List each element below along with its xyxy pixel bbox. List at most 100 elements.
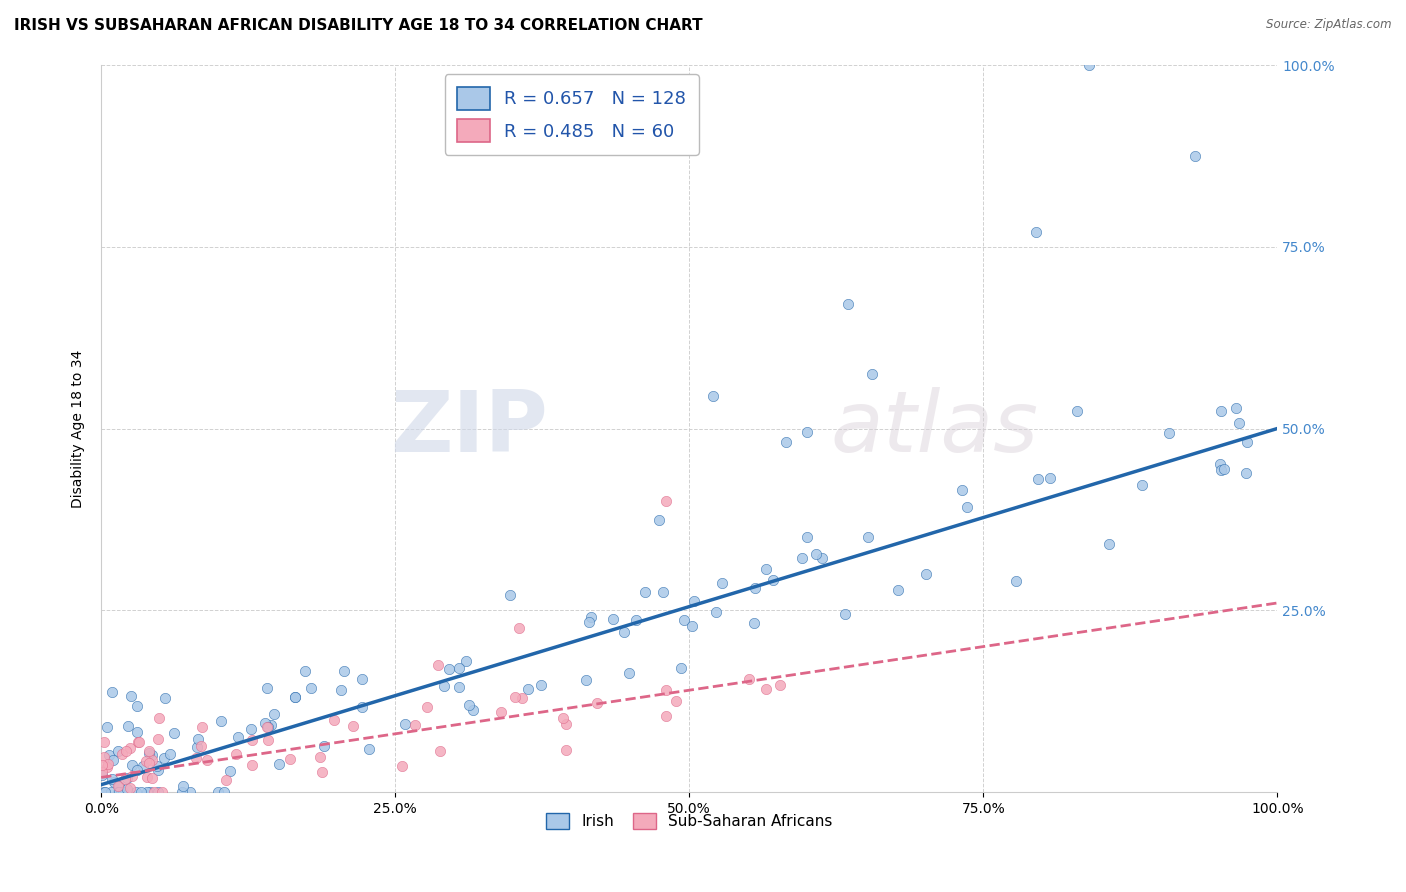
Point [704,605,727,619]
Point [427,658,450,673]
Point [669,661,692,675]
Point [602,612,624,626]
Point [125,785,148,799]
Point [1098,537,1121,551]
Point [762,573,785,587]
Point [163,726,186,740]
Point [769,678,792,692]
Point [136,785,159,799]
Point [796,425,818,439]
Text: IRISH VS SUBSAHARAN AFRICAN DISABILITY AGE 18 TO 34 CORRELATION CHART: IRISH VS SUBSAHARAN AFRICAN DISABILITY A… [14,18,703,33]
Point [96,760,118,774]
Y-axis label: Disability Age 18 to 34: Disability Age 18 to 34 [72,350,86,508]
Point [170,785,193,799]
Point [256,720,278,734]
Point [796,530,818,544]
Point [449,681,471,695]
Point [575,673,598,687]
Point [323,713,346,727]
Point [651,585,673,599]
Point [138,744,160,758]
Point [655,683,678,698]
Point [93,785,115,799]
Point [127,734,149,748]
Point [107,744,129,758]
Point [1209,463,1232,477]
Point [1039,471,1062,485]
Point [93,734,115,748]
Point [1229,417,1251,431]
Point [299,681,322,695]
Point [146,785,169,799]
Point [1066,404,1088,418]
Point [856,530,879,544]
Point [461,703,484,717]
Point [1025,225,1047,239]
Point [624,613,647,627]
Point [1130,477,1153,491]
Point [96,720,118,734]
Point [153,751,176,765]
Point [117,719,139,733]
Point [357,741,380,756]
Point [284,690,307,705]
Point [141,753,163,767]
Point [887,582,910,597]
Point [259,718,281,732]
Point [108,780,131,794]
Point [240,723,263,737]
Point [330,682,353,697]
Point [755,682,778,697]
Point [1026,472,1049,486]
Point [683,594,706,608]
Point [391,758,413,772]
Point [503,690,526,704]
Point [115,781,138,796]
Point [284,690,307,705]
Point [135,755,157,769]
Point [179,785,201,799]
Point [956,500,979,515]
Point [111,785,134,799]
Point [215,772,238,787]
Point [100,785,122,799]
Point [394,717,416,731]
Point [139,785,162,799]
Point [314,739,336,753]
Point [94,785,117,799]
Point [278,752,301,766]
Point [91,768,114,782]
Point [115,744,138,758]
Point [294,665,316,679]
Point [447,661,470,675]
Point [187,731,209,746]
Point [673,613,696,627]
Point [578,615,600,630]
Point [214,785,236,799]
Point [143,785,166,799]
Point [263,707,285,722]
Point [127,725,149,739]
Point [131,785,153,799]
Point [148,732,170,747]
Point [415,700,437,714]
Point [530,678,553,692]
Point [790,551,813,566]
Point [120,689,142,703]
Point [665,694,688,708]
Point [433,679,456,693]
Point [350,699,373,714]
Point [499,588,522,602]
Point [775,434,797,449]
Point [101,772,124,787]
Point [585,696,607,710]
Point [240,758,263,772]
Point [108,785,131,799]
Point [101,685,124,699]
Point [91,757,114,772]
Point [146,758,169,772]
Text: Source: ZipAtlas.com: Source: ZipAtlas.com [1267,18,1392,31]
Point [811,550,834,565]
Point [184,751,207,765]
Point [121,757,143,772]
